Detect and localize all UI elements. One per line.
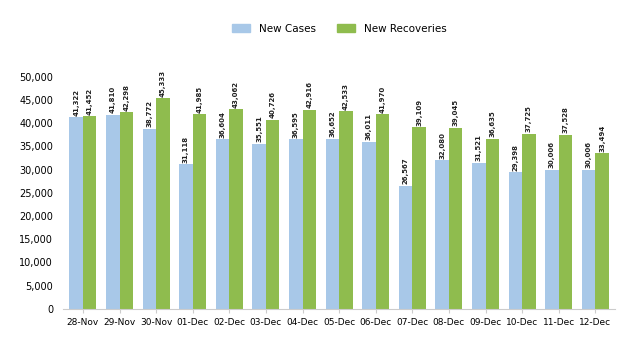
Text: 39,045: 39,045	[453, 99, 458, 126]
Legend: New Cases, New Recoveries: New Cases, New Recoveries	[227, 20, 451, 38]
Text: 31,118: 31,118	[183, 136, 189, 163]
Bar	[69, 117, 83, 309]
Bar	[582, 170, 595, 309]
Bar	[303, 110, 316, 309]
Bar	[399, 186, 413, 309]
Text: 36,652: 36,652	[329, 111, 335, 137]
Bar	[509, 173, 522, 309]
Text: 42,533: 42,533	[343, 83, 349, 110]
Bar	[545, 170, 559, 309]
Text: 42,298: 42,298	[123, 84, 129, 111]
Bar	[485, 139, 499, 309]
Bar	[339, 111, 353, 309]
Bar	[156, 98, 170, 309]
Text: 45,333: 45,333	[160, 70, 166, 97]
Bar	[193, 114, 206, 309]
Text: 32,080: 32,080	[439, 132, 445, 159]
Bar	[413, 127, 426, 309]
Bar	[229, 109, 243, 309]
Text: 38,772: 38,772	[146, 100, 153, 127]
Text: 29,398: 29,398	[512, 144, 518, 171]
Text: 30,006: 30,006	[549, 141, 555, 168]
Bar	[449, 127, 462, 309]
Text: 41,322: 41,322	[73, 89, 79, 116]
Bar	[266, 120, 279, 309]
Text: 41,452: 41,452	[87, 88, 93, 115]
Text: 37,725: 37,725	[526, 105, 532, 132]
Bar	[289, 139, 303, 309]
Text: 41,810: 41,810	[110, 86, 116, 113]
Text: 33,494: 33,494	[599, 125, 605, 152]
Text: 35,551: 35,551	[256, 116, 262, 142]
Text: New recoveries have exceeded new cases continuously in the last 15 days: New recoveries have exceeded new cases c…	[9, 24, 566, 37]
Text: 36,011: 36,011	[366, 113, 372, 140]
Bar	[435, 160, 449, 309]
Text: 31,521: 31,521	[476, 134, 482, 161]
Bar	[559, 135, 572, 309]
Bar	[595, 153, 609, 309]
Bar	[362, 142, 376, 309]
Bar	[216, 139, 229, 309]
Bar	[522, 134, 536, 309]
Bar	[472, 163, 485, 309]
Bar	[143, 129, 156, 309]
Text: 42,916: 42,916	[306, 81, 312, 108]
Bar	[325, 139, 339, 309]
Text: 40,726: 40,726	[269, 91, 276, 119]
Text: 39,109: 39,109	[416, 99, 422, 126]
Bar	[252, 144, 266, 309]
Text: 41,970: 41,970	[379, 85, 386, 113]
Bar	[106, 115, 119, 309]
Text: 36,595: 36,595	[293, 111, 299, 138]
Text: 41,985: 41,985	[197, 86, 202, 113]
Text: 26,567: 26,567	[403, 158, 409, 184]
Text: 43,062: 43,062	[233, 81, 239, 108]
Text: 37,528: 37,528	[563, 106, 568, 133]
Bar	[83, 116, 97, 309]
Bar	[179, 164, 193, 309]
Text: 30,006: 30,006	[585, 141, 592, 168]
Text: 36,604: 36,604	[220, 110, 225, 137]
Bar	[119, 113, 133, 309]
Text: 36,635: 36,635	[489, 111, 495, 137]
Bar	[376, 114, 389, 309]
